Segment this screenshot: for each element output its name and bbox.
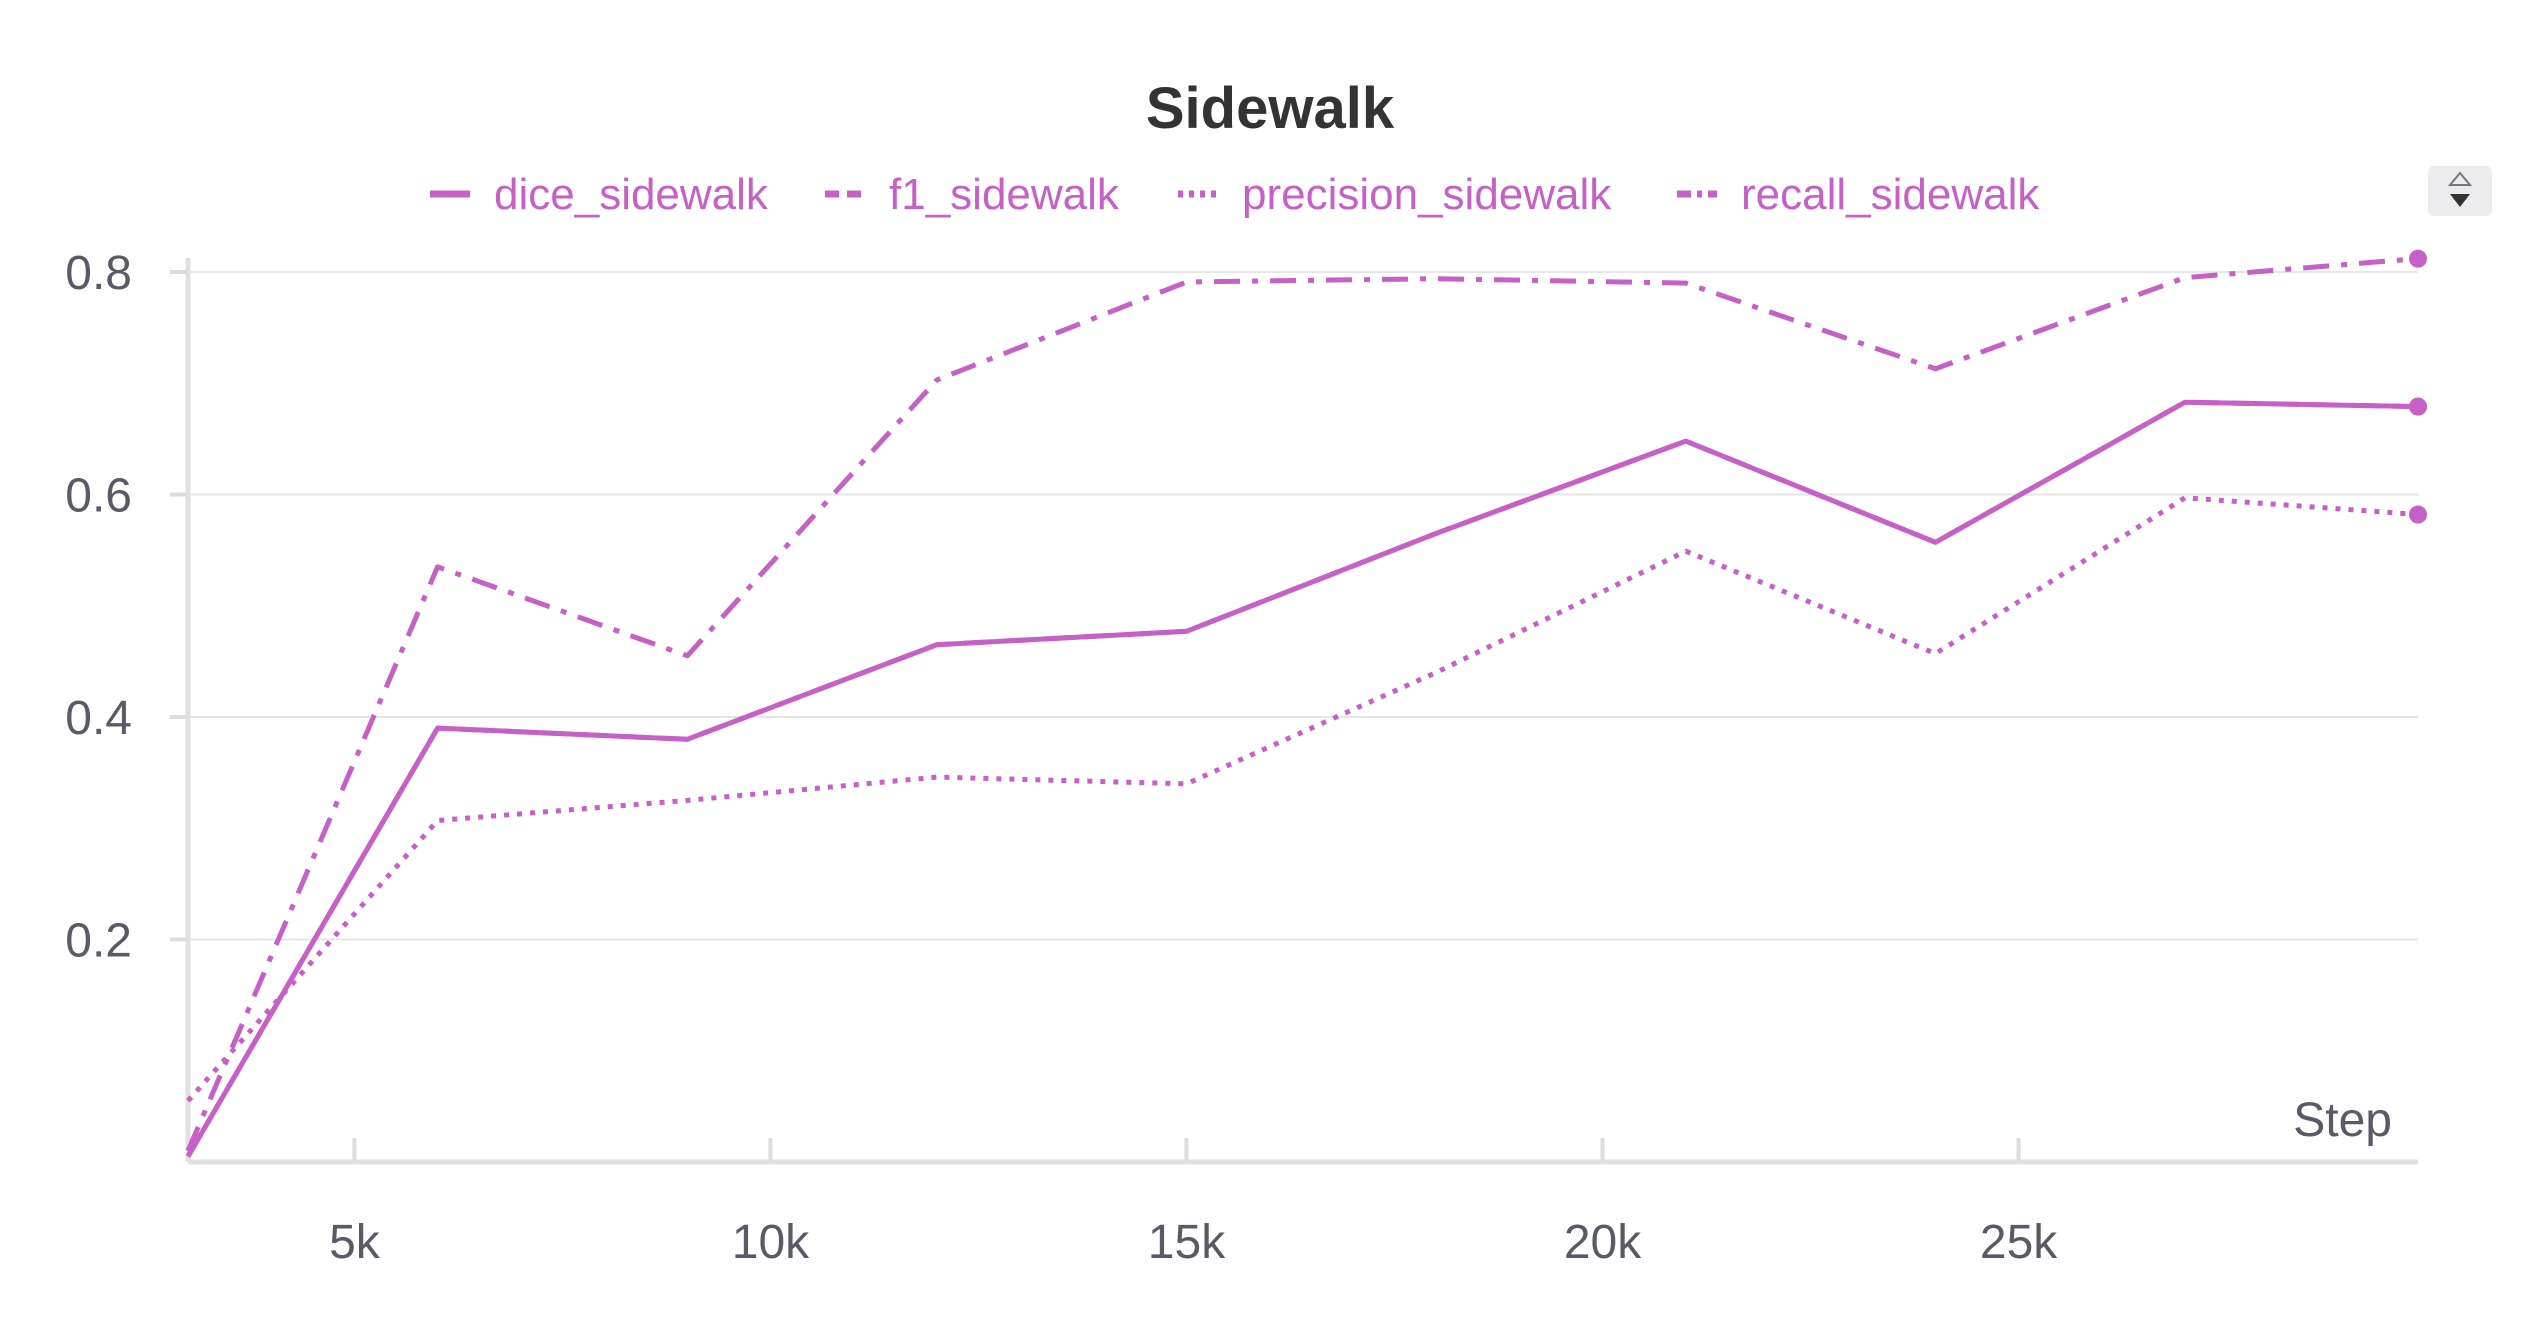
legend-label: precision_sidewalk <box>1242 170 1612 219</box>
x-tick-label: 20k <box>1564 1216 1642 1269</box>
x-tick-label: 25k <box>1980 1216 2058 1269</box>
series-line-dice_sidewalk <box>185 399 2419 1158</box>
grid <box>170 270 2418 942</box>
series-end-point-f1_sidewalk <box>2409 397 2427 416</box>
series-line-f1_sidewalk <box>185 399 2419 1158</box>
up-down-arrows-icon <box>2447 171 2473 207</box>
legend-label: f1_sidewalk <box>889 170 1120 219</box>
x-tick-label: 5k <box>329 1216 381 1269</box>
y-tick-label: 0.6 <box>65 470 132 523</box>
series-line-precision_sidewalk <box>186 495 2419 1103</box>
x-tick-label: 15k <box>1148 1216 1226 1269</box>
series-end-point-recall_sidewalk <box>2409 249 2427 268</box>
series-lines <box>185 249 2427 1158</box>
y-tick-label: 0.2 <box>65 915 132 968</box>
y-tick-label: 0.4 <box>65 692 132 745</box>
series-end-point-precision_sidewalk <box>2409 505 2427 524</box>
chart-title: Sidewalk <box>1146 76 1395 141</box>
tick-labels: 0.2 0.4 0.6 0.8 5k 10k 15k 20k 25k <box>65 247 2058 1269</box>
legend-label: recall_sidewalk <box>1741 170 2040 219</box>
x-tick-label: 10k <box>732 1216 810 1269</box>
series-line-recall_sidewalk <box>185 256 2419 1152</box>
axes <box>185 258 2418 1165</box>
legend: dice_sidewalk f1_sidewalk precision_sidewa… <box>430 170 2040 219</box>
legend-scroll-button[interactable] <box>2428 166 2492 216</box>
x-axis-title: Step <box>2293 1094 2392 1147</box>
y-tick-label: 0.8 <box>65 247 132 300</box>
legend-label: dice_sidewalk <box>494 170 769 219</box>
